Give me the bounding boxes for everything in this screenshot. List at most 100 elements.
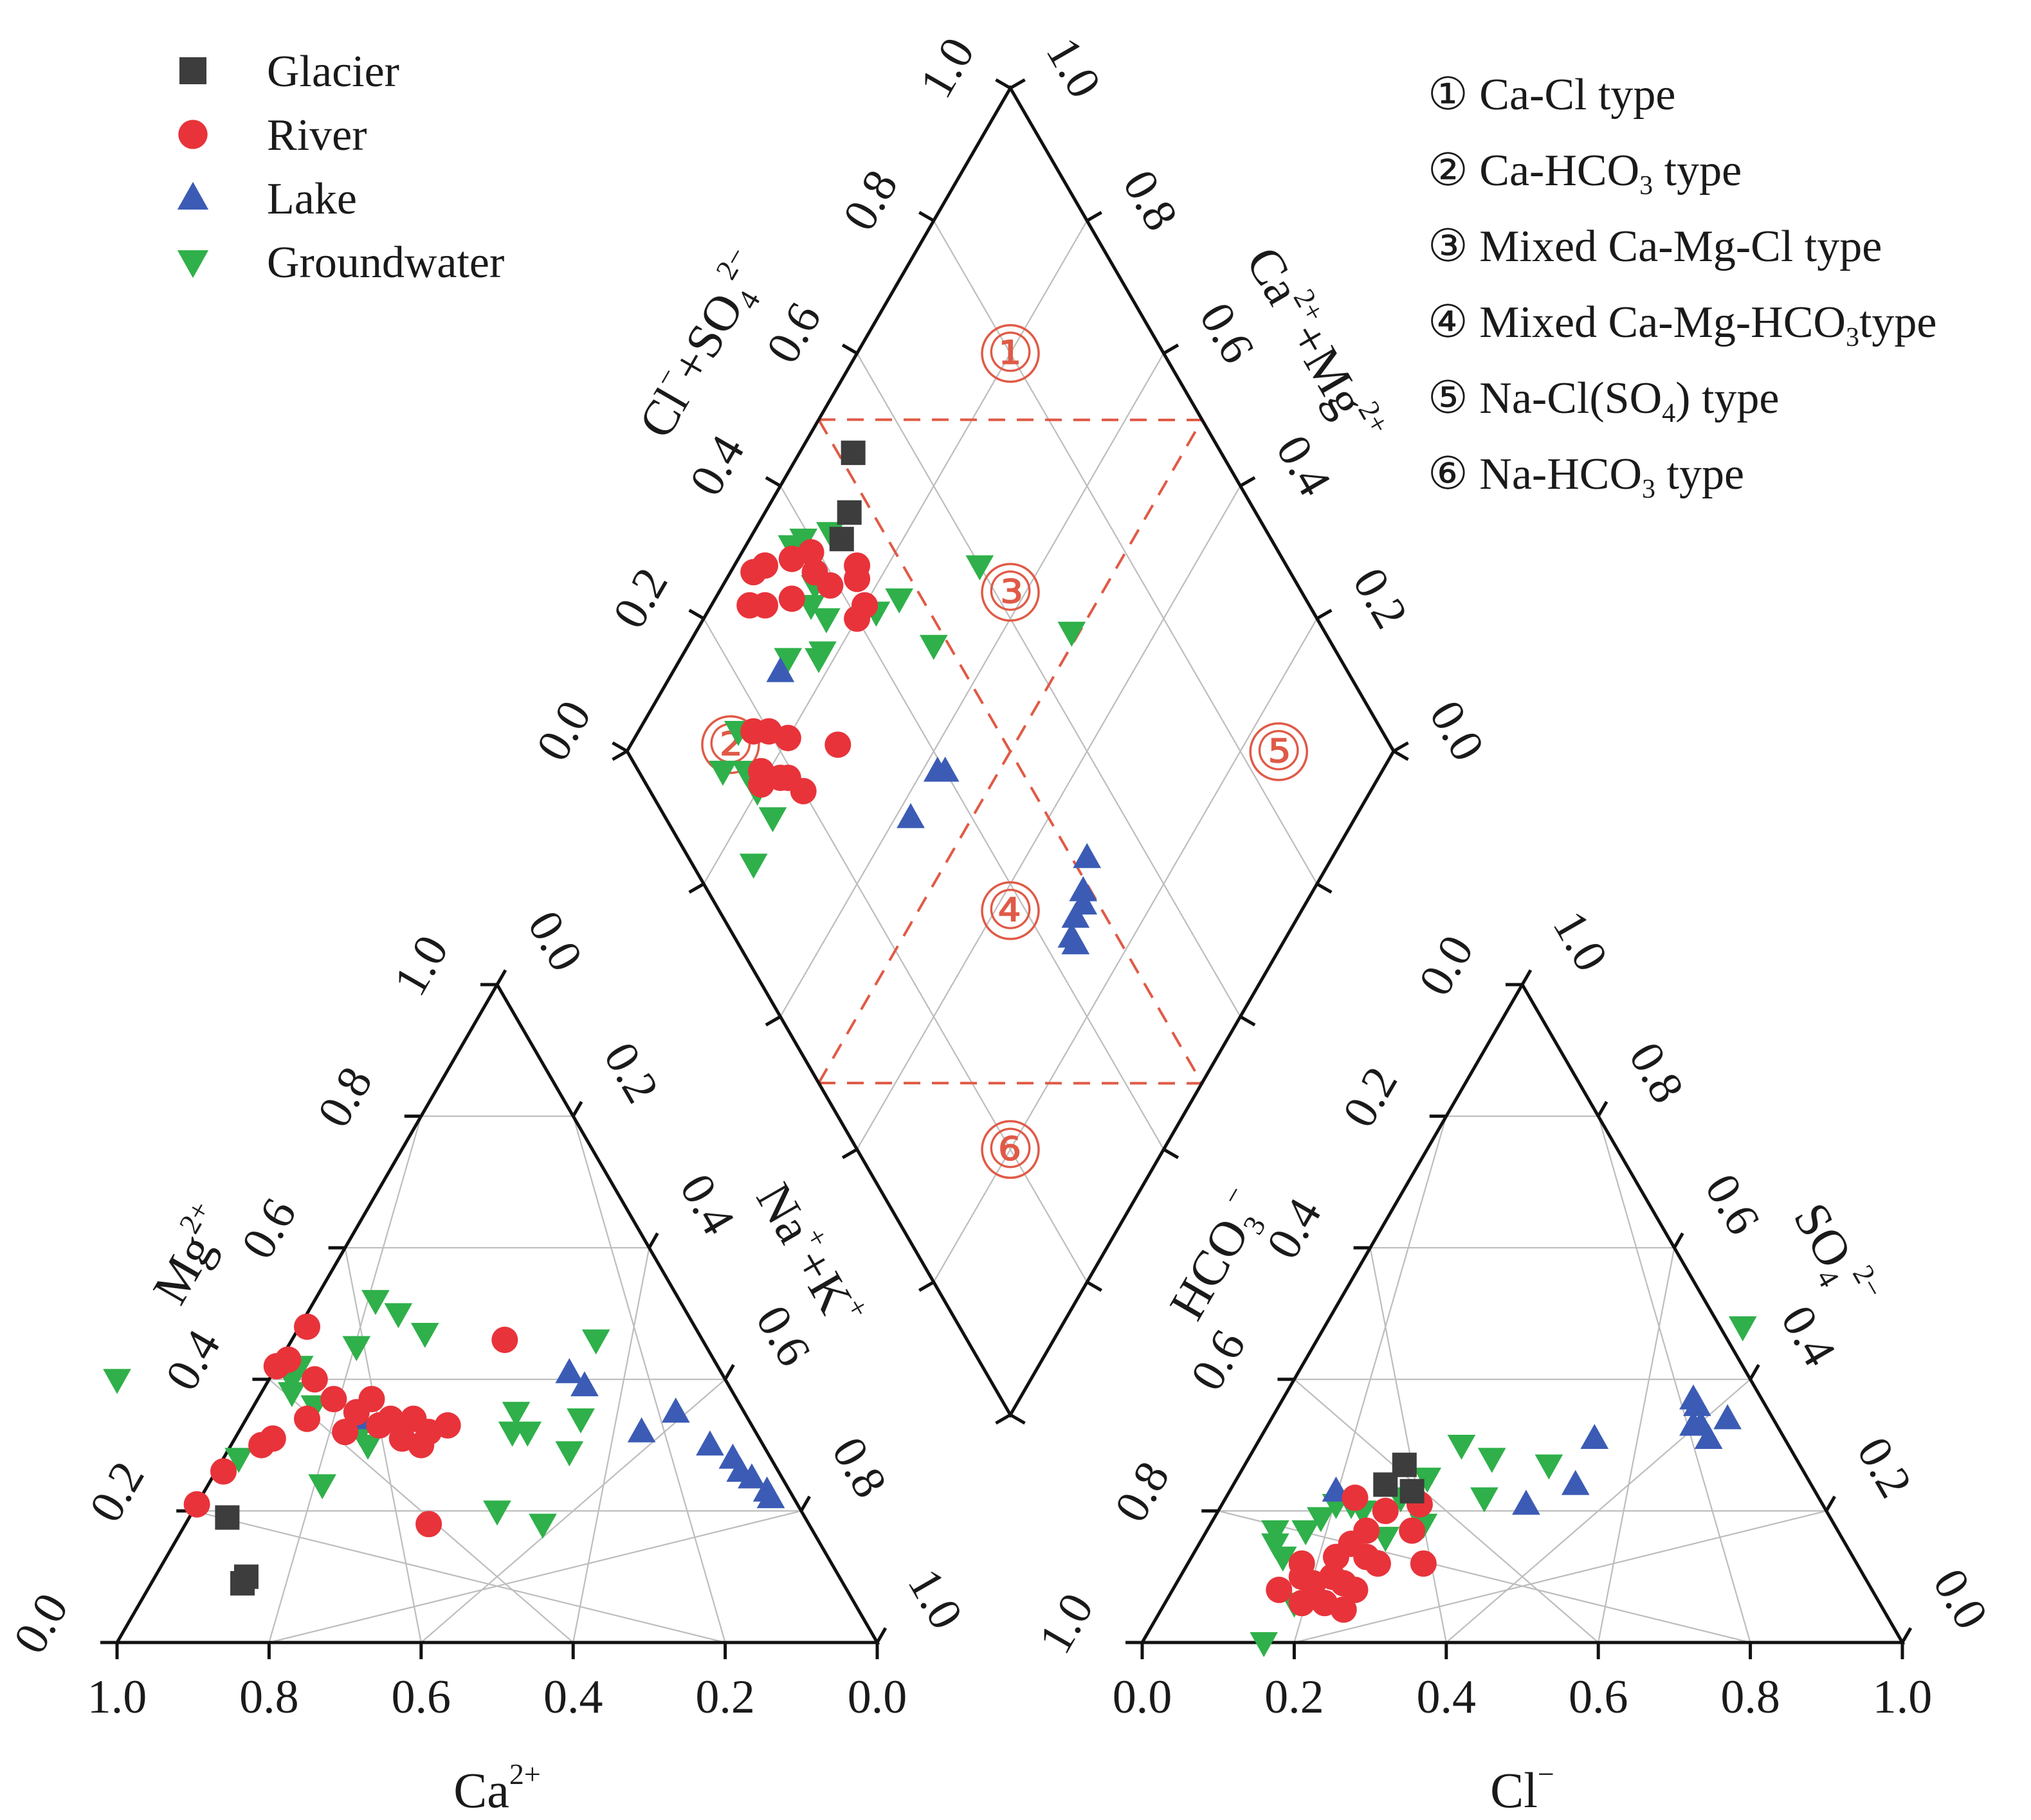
cation-tick-label-left: 0.6: [232, 1190, 307, 1268]
anion-tick-label-right: 0.2: [1846, 1428, 1922, 1506]
anion-triangle-point-groundwater: [1291, 1520, 1320, 1545]
cation-tick-label-bottom: 0.0: [848, 1671, 907, 1724]
water-type-list: ① Ca-Cl type ② Ca-HCO3 type ③ Mixed Ca-Mg-…: [1428, 70, 1936, 504]
cation-axis-title-bottom: Ca2+: [453, 1758, 541, 1818]
diamond-tick-ll: [765, 1015, 781, 1026]
anion-tick-label-left: 0.2: [1333, 1059, 1408, 1136]
cation-triangle-point-river: [183, 1491, 210, 1518]
cation-triangle-point-river: [388, 1425, 415, 1452]
diamond-tick-lr: [1316, 882, 1333, 894]
legend-marker-glacier: [179, 57, 206, 84]
diamond-series-glacier: [829, 441, 866, 552]
diamond-tick-ul: [688, 608, 705, 620]
cation-triangle-point-groundwater: [278, 1382, 306, 1408]
anion-triangle-point-groundwater: [1261, 1533, 1289, 1559]
cation-tick-label-left: 1.0: [383, 927, 459, 1005]
zone-line: [818, 418, 1203, 421]
diamond-tick-label-ur: 0.2: [1342, 560, 1417, 637]
cation-tick-label-bottom: 0.8: [239, 1671, 299, 1724]
diamond-tick-ll: [841, 1148, 858, 1160]
anion-tick-right: [1900, 1627, 1913, 1644]
anion-tick-label-right: 0.0: [1922, 1560, 1998, 1638]
cation-grid-b: [421, 1378, 726, 1643]
diamond-point-lake: [931, 756, 960, 782]
diamond-tick-label-ur: 0.8: [1113, 161, 1188, 239]
diamond-tick-label-ur: 0.4: [1266, 427, 1341, 505]
anion-triangle-point-lake: [1713, 1404, 1742, 1430]
zone-line: [817, 419, 1203, 1084]
legend-item-lake: Lake: [177, 174, 357, 224]
cation-triangle-point-groundwater: [410, 1323, 439, 1348]
anion-triangle-point-lake: [1580, 1424, 1609, 1450]
diamond-tick-label-ul: 1.0: [909, 29, 985, 107]
anion-triangle-point-river: [1399, 1517, 1426, 1544]
water-type-item: ④ Mixed Ca-Mg-HCO3type: [1428, 298, 1936, 352]
diamond-point-lake: [1061, 929, 1090, 954]
diamond-point-glacier: [841, 441, 866, 466]
cation-grid-a: [268, 1378, 574, 1643]
cation-triangle-point-lake: [555, 1358, 584, 1383]
diamond-grid-b: [779, 352, 1165, 1017]
anion-triangle-point-river: [1410, 1550, 1437, 1577]
cation-tick-label-left: 0.4: [156, 1322, 231, 1399]
zone-number: ③: [986, 563, 1034, 623]
water-type-item: ③ Mixed Ca-Mg-Cl type: [1428, 222, 1882, 271]
cation-triangle-series-glacier: [215, 1505, 259, 1596]
cation-tick-label-right: 1.0: [897, 1560, 972, 1638]
diamond-grid-b: [933, 618, 1318, 1283]
diamond-tick-lr: [1239, 1015, 1256, 1026]
zone-number: ①: [986, 324, 1034, 384]
legend-item-glacier: Glacier: [179, 47, 399, 96]
cation-tick-label-left: 0.0: [3, 1585, 78, 1662]
anion-frame: [1139, 981, 1906, 1644]
anion-triangle-point-groundwater: [1261, 1520, 1289, 1545]
anion-tick-label-bottom: 0.4: [1417, 1671, 1477, 1724]
diamond-tick-lr: [1086, 1280, 1102, 1292]
anion-triangle-point-groundwater: [1268, 1546, 1297, 1572]
anion-grid-a: [1369, 1247, 1447, 1643]
diamond-point-groundwater: [1057, 621, 1086, 647]
legend-marker-river: [178, 120, 208, 149]
anion-tick-right: [1673, 1232, 1684, 1249]
anion-tick-label-right: 0.4: [1771, 1297, 1846, 1375]
water-type-item: ⑤ Na-Cl(SO4) type: [1428, 374, 1779, 428]
cation-triangle-point-groundwater: [308, 1474, 336, 1500]
diamond-point-glacier: [837, 500, 862, 525]
anion-triangle-point-river: [1364, 1550, 1391, 1577]
cation-tick-label-bottom: 0.6: [392, 1671, 451, 1724]
anion-triangle-point-river: [1372, 1497, 1399, 1524]
diamond-point-lake: [1061, 902, 1090, 928]
cation-tick-label-bottom: 0.4: [543, 1671, 603, 1724]
diamond-tick-ul: [841, 343, 858, 355]
cation-tick-label-bottom: 1.0: [87, 1671, 147, 1724]
diamond-tick-ur: [1009, 78, 1026, 90]
cation-triangle-point-groundwater: [224, 1448, 253, 1473]
anion-triangle-point-groundwater: [1413, 1468, 1442, 1493]
diamond-point-groundwater: [805, 648, 833, 673]
diamond-point-river: [844, 565, 871, 592]
cation-grid-a: [344, 1247, 422, 1643]
diamond-point-river: [797, 539, 824, 566]
cation-tick-label-right: 0.2: [594, 1034, 669, 1112]
cation-tick-label-right: 0.8: [821, 1428, 897, 1506]
water-type-item: ⑥ Na-HCO3 type: [1428, 450, 1744, 504]
diamond-tick-label-ur: 1.0: [1035, 29, 1111, 107]
cation-triangle-point-lake: [738, 1463, 766, 1489]
anion-triangle-point-river: [1322, 1543, 1349, 1570]
anion-triangle-point-river: [1353, 1517, 1380, 1544]
cation-triangle-point-lake: [570, 1371, 599, 1397]
diamond-point-groundwater: [812, 608, 841, 633]
anion-axis-title-left: HCO3−: [1154, 1179, 1280, 1332]
cation-triangle-point-groundwater: [529, 1513, 557, 1539]
diamond-tick-ul: [995, 78, 1012, 90]
anion-tick-label-bottom: 0.6: [1569, 1671, 1628, 1724]
diamond-tick-label-ul: 0.4: [680, 427, 755, 505]
legend: Glacier River Lake Groundwater: [177, 47, 504, 287]
cation-triangle-point-groundwater: [361, 1289, 390, 1315]
diamond-point-groundwater: [774, 648, 803, 673]
anion-triangle-point-river: [1342, 1484, 1369, 1511]
cation-triangle-point-lake: [627, 1417, 656, 1442]
diamond-point-groundwater: [919, 635, 948, 660]
cation-tick-right: [495, 969, 507, 986]
